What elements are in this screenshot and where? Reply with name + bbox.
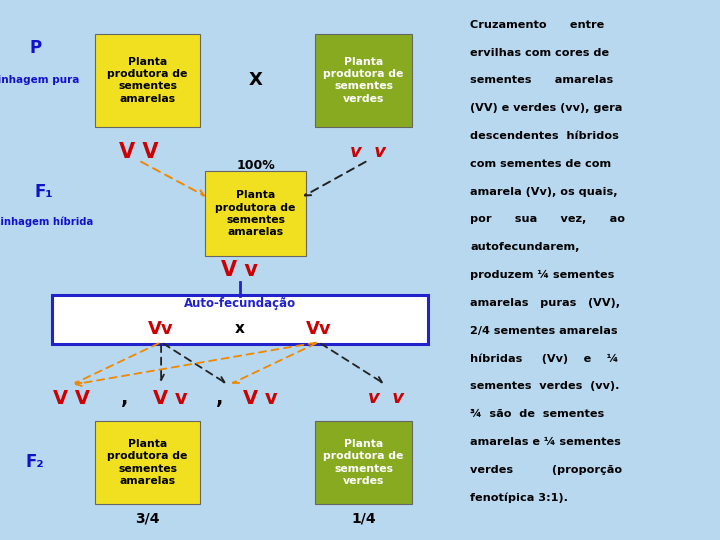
Text: 100%: 100% [236,159,275,172]
Text: x: x [235,321,245,336]
FancyBboxPatch shape [315,33,412,127]
Text: v  v: v v [368,389,404,407]
Text: Vv: Vv [306,320,331,338]
Text: Linhagem pura: Linhagem pura [0,75,79,85]
FancyBboxPatch shape [95,421,200,504]
Text: Planta
produtora de
sementes
verdes: Planta produtora de sementes verdes [323,439,404,486]
Text: X: X [248,71,263,89]
Text: sementes  verdes  (vv).: sementes verdes (vv). [470,381,620,391]
Text: F₂: F₂ [26,454,45,471]
Text: com sementes de com: com sementes de com [470,159,611,169]
Text: amarelas   puras   (VV),: amarelas puras (VV), [470,298,621,308]
Text: Cruzamento      entre: Cruzamento entre [470,20,604,30]
Text: V V: V V [119,143,158,163]
Text: amarela (Vv), os quais,: amarela (Vv), os quais, [470,187,618,197]
Text: v  v: v v [350,144,386,161]
FancyBboxPatch shape [95,33,200,127]
Text: (VV) e verdes (vv), gera: (VV) e verdes (vv), gera [470,103,623,113]
Text: fenotípica 3:1).: fenotípica 3:1). [470,492,568,503]
Text: ,: , [122,389,129,408]
Text: 1/4: 1/4 [351,511,376,525]
Text: ervilhas com cores de: ervilhas com cores de [470,48,609,58]
FancyBboxPatch shape [205,171,306,256]
Text: Planta
produtora de
sementes
amarelas: Planta produtora de sementes amarelas [107,57,188,104]
Text: Linhagem híbrida: Linhagem híbrida [0,217,94,227]
Text: 2/4 sementes amarelas: 2/4 sementes amarelas [470,326,618,335]
Text: autofecundarem,: autofecundarem, [470,242,580,252]
FancyBboxPatch shape [52,295,428,344]
Text: Auto-fecundação: Auto-fecundação [184,296,296,309]
FancyBboxPatch shape [315,421,412,504]
Text: Planta
produtora de
sementes
amarelas: Planta produtora de sementes amarelas [107,439,188,486]
Text: V V: V V [53,389,89,408]
Text: ,: , [216,389,223,408]
Text: Planta
produtora de
sementes
amarelas: Planta produtora de sementes amarelas [215,190,296,238]
Text: Planta
produtora de
sementes
verdes: Planta produtora de sementes verdes [323,57,404,104]
Text: híbridas     (Vv)    e    ¼: híbridas (Vv) e ¼ [470,353,618,364]
Text: verdes          (proporção: verdes (proporção [470,464,622,475]
Text: Vv: Vv [148,320,174,338]
Text: por      sua      vez,      ao: por sua vez, ao [470,214,625,225]
Text: 3/4: 3/4 [135,511,160,525]
Text: P: P [29,39,41,57]
Text: descendentes  híbridos: descendentes híbridos [470,131,619,141]
Text: V v: V v [221,260,258,280]
Text: V v: V v [243,389,277,408]
Text: sementes      amarelas: sementes amarelas [470,76,613,85]
Text: F₁: F₁ [35,184,53,201]
Text: V v: V v [153,389,187,408]
Text: amarelas e ¼ sementes: amarelas e ¼ sementes [470,437,621,447]
Text: produzem ¼ sementes: produzem ¼ sementes [470,270,615,280]
Text: ¾  são  de  sementes: ¾ são de sementes [470,409,604,419]
